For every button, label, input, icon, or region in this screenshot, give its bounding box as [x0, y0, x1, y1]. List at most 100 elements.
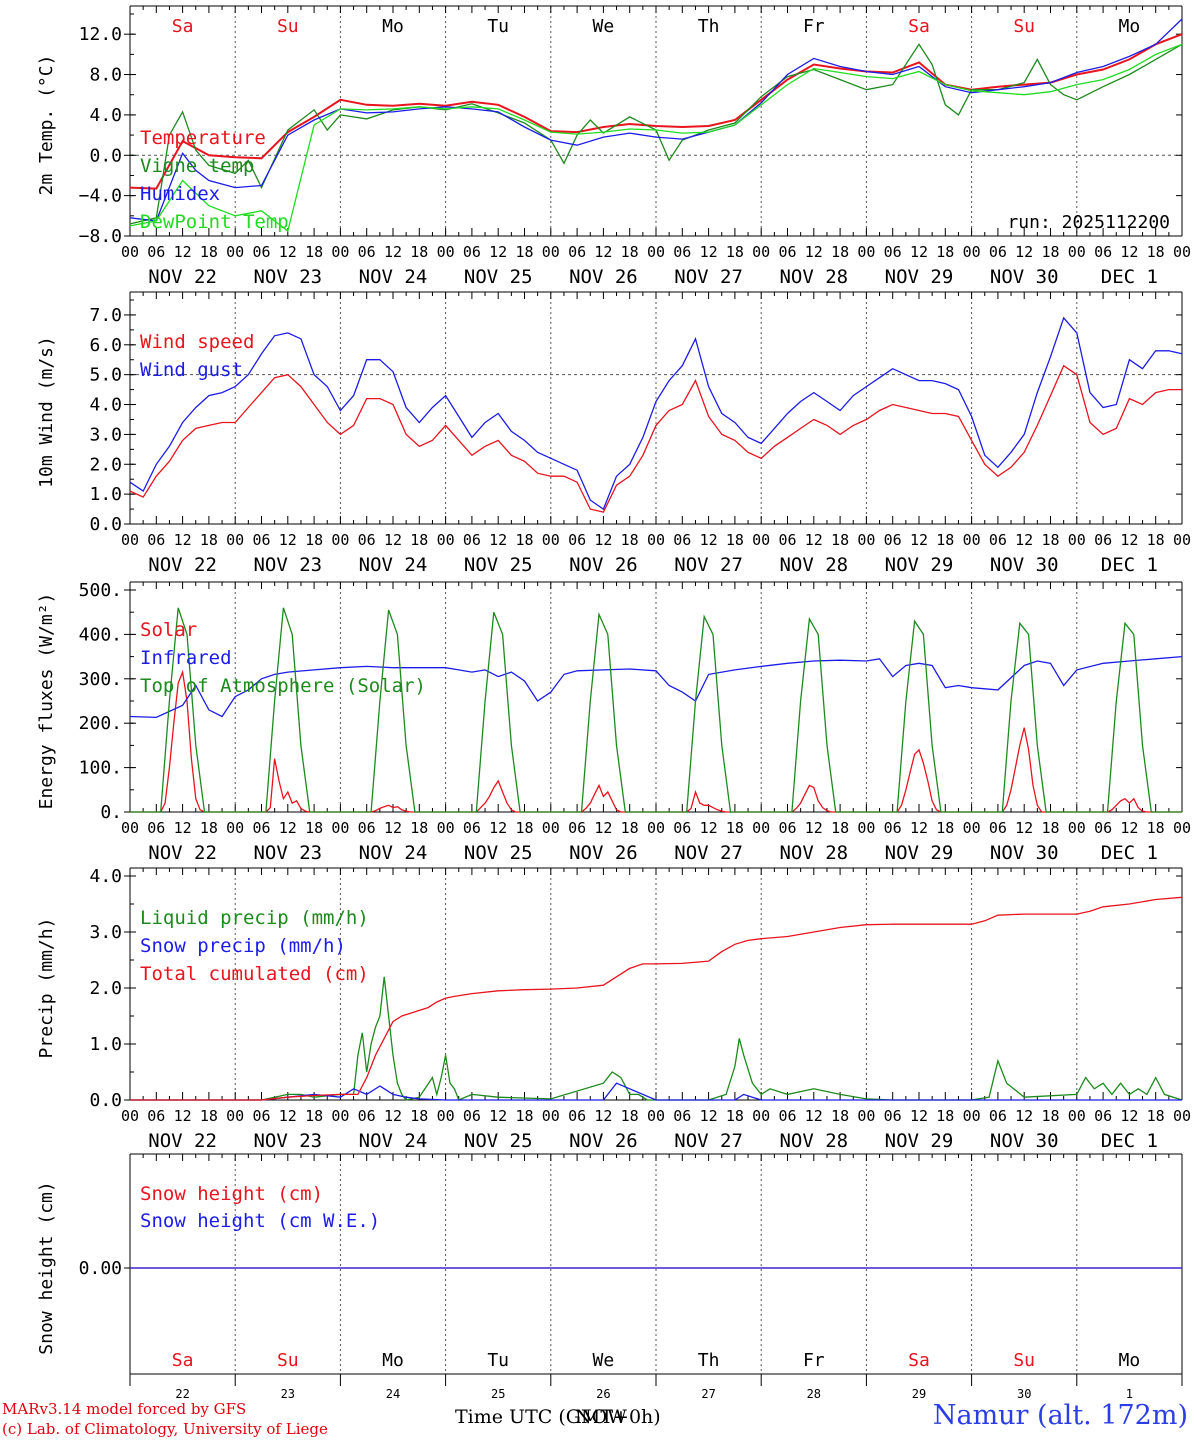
- x-hour-label: 18: [1147, 531, 1165, 549]
- y-tick-label: 5.0: [89, 365, 122, 386]
- x-hour-label: 06: [778, 243, 796, 261]
- x-hour-label: 18: [831, 1107, 849, 1125]
- x-hour-label: 00: [542, 1107, 560, 1125]
- x-date-label: NOV 22: [148, 554, 217, 576]
- x-hour-label: 00: [857, 531, 875, 549]
- x-hour-label: 18: [726, 243, 744, 261]
- weekday-label: We: [593, 16, 615, 37]
- weekday-label: Su: [277, 16, 299, 37]
- legend-entry: Total cumulated (cm): [140, 963, 369, 985]
- x-hour-label: 00: [857, 243, 875, 261]
- x-hour-label: 12: [805, 1107, 823, 1125]
- x-hour-label: 18: [1041, 531, 1059, 549]
- legend-entry: Vigne temp: [140, 155, 254, 177]
- x-hour-label: 18: [515, 1107, 533, 1125]
- x-hour-label: 06: [989, 1107, 1007, 1125]
- y-axis-label: Snow height (cm): [36, 1181, 57, 1354]
- x-hour-label: 18: [410, 243, 428, 261]
- x-hour-label: 12: [489, 243, 507, 261]
- x-hour-label: 18: [200, 243, 218, 261]
- x-hour-label: 06: [358, 531, 376, 549]
- x-hour-label: 00: [752, 819, 770, 837]
- weekday-label: Mo: [382, 1350, 404, 1371]
- x-hour-label: 18: [831, 243, 849, 261]
- y-tick-label: 500.: [79, 580, 122, 601]
- x-hour-label: 00: [331, 243, 349, 261]
- weekday-label: Mo: [1119, 1350, 1141, 1371]
- x-hour-label: 12: [594, 243, 612, 261]
- weekday-label: Sa: [908, 16, 930, 37]
- y-tick-label: −8.0: [79, 226, 122, 247]
- x-axis-title-overlap: NOW: [575, 1406, 627, 1428]
- x-hour-label: 12: [489, 531, 507, 549]
- x-hour-label: 12: [489, 1107, 507, 1125]
- y-tick-label: 6.0: [89, 335, 122, 356]
- x-hour-label: 18: [200, 1107, 218, 1125]
- x-date-label: NOV 26: [569, 842, 638, 864]
- weekday-label: Mo: [382, 16, 404, 37]
- x-hour-label: 18: [305, 243, 323, 261]
- x-hour-label: 18: [305, 1107, 323, 1125]
- x-hour-label: 06: [884, 1107, 902, 1125]
- x-date-label: NOV 28: [779, 554, 848, 576]
- series-line-infrared: [129, 655, 1183, 719]
- chart-panel-4: 0.0 1.0 2.0 3.0 4.0 Precip (mm/h) 00 06 12 18 NOV …: [36, 866, 1191, 1152]
- x-date-label: NOV 23: [253, 266, 322, 288]
- weekday-label: Tu: [487, 16, 509, 37]
- day-number-label: 23: [281, 1387, 295, 1401]
- series-line-liquid-precip-mm-h-: [130, 976, 1183, 1101]
- day-number-label: 29: [912, 1387, 926, 1401]
- legend-entry: Humidex: [140, 183, 220, 205]
- y-tick-label: 3.0: [89, 922, 122, 943]
- x-hour-label: 00: [1068, 531, 1086, 549]
- x-hour-label: 18: [305, 531, 323, 549]
- x-hour-label: 18: [936, 819, 954, 837]
- station-label: Namur (alt. 172m): [932, 1400, 1188, 1431]
- y-tick-label: 100.: [79, 758, 122, 779]
- weekday-label: Th: [698, 1350, 720, 1371]
- y-tick-label: 0.00: [79, 1258, 122, 1279]
- x-hour-label: 00: [437, 819, 455, 837]
- x-hour-label: 18: [305, 819, 323, 837]
- x-hour-label: 00: [542, 243, 560, 261]
- y-tick-label: 8.0: [89, 65, 122, 86]
- y-tick-label: 0.0: [89, 145, 122, 166]
- x-hour-label: 18: [621, 243, 639, 261]
- y-axis-label: 2m Temp. (°C): [36, 55, 57, 196]
- x-date-label: NOV 27: [674, 554, 743, 576]
- x-date-label: DEC 1: [1101, 266, 1158, 288]
- x-hour-label: 06: [778, 531, 796, 549]
- legend-entry: DewPoint Temp: [140, 211, 289, 233]
- x-date-label: NOV 28: [779, 1130, 848, 1152]
- legend-entry: Liquid precip (mm/h): [140, 907, 369, 929]
- chart-panel-5: 0.00 Snow height (cm) Sa 22 Su 23 Mo 24 Tu 25 We 26…: [36, 1153, 1183, 1401]
- x-hour-label: 00: [542, 531, 560, 549]
- x-hour-label: 06: [989, 531, 1007, 549]
- y-tick-label: 12.0: [79, 24, 122, 45]
- x-hour-label: 06: [884, 531, 902, 549]
- x-hour-label: 06: [252, 1107, 270, 1125]
- x-hour-label: 12: [384, 819, 402, 837]
- series-line-wind-gust: [129, 316, 1183, 511]
- weekday-label: Su: [1013, 1350, 1035, 1371]
- x-axis-title: Time UTC (GMT+0h): [455, 1406, 661, 1428]
- x-date-label: NOV 25: [464, 842, 533, 864]
- x-hour-label: 06: [778, 1107, 796, 1125]
- x-hour-label: 00: [331, 819, 349, 837]
- x-hour-label: 18: [831, 819, 849, 837]
- y-tick-label: 4.0: [89, 395, 122, 416]
- x-hour-label: 18: [831, 531, 849, 549]
- x-hour-label: 12: [174, 1107, 192, 1125]
- x-hour-label: 12: [700, 1107, 718, 1125]
- x-hour-label: 18: [410, 531, 428, 549]
- x-hour-label: 06: [673, 819, 691, 837]
- x-hour-label: 06: [884, 243, 902, 261]
- x-hour-label: 00: [647, 531, 665, 549]
- x-hour-label: 18: [515, 531, 533, 549]
- x-date-label: NOV 29: [885, 554, 954, 576]
- x-hour-label: 06: [568, 1107, 586, 1125]
- x-date-label: NOV 30: [990, 266, 1059, 288]
- x-hour-label: 12: [594, 531, 612, 549]
- weekday-label: Su: [1013, 16, 1035, 37]
- x-date-label: NOV 24: [359, 842, 428, 864]
